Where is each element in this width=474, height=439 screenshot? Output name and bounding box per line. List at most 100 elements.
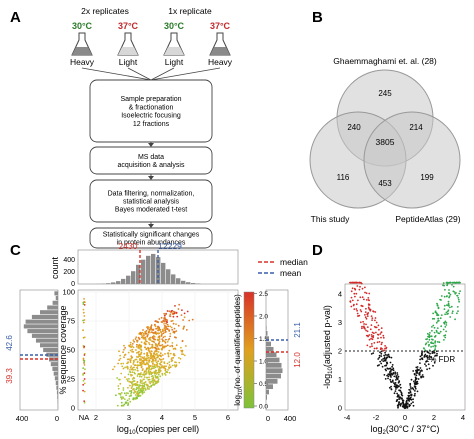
scatter-point xyxy=(164,335,166,338)
volcano-point xyxy=(367,297,370,299)
volcano-point xyxy=(376,341,379,344)
venn-count-top-only: 245 xyxy=(378,89,392,98)
scatter-point xyxy=(174,365,177,368)
volcano-point xyxy=(380,359,383,361)
scatter-point xyxy=(172,315,175,318)
volcano-point xyxy=(444,313,446,316)
volcano-point xyxy=(434,340,437,343)
scatter-point xyxy=(170,320,173,322)
volcano-point xyxy=(382,336,385,339)
volcano-point xyxy=(452,285,455,288)
volcano-point xyxy=(457,310,459,312)
scatter-point xyxy=(180,346,182,349)
scatter-point xyxy=(127,378,130,380)
volcano-point xyxy=(395,375,398,377)
scatter-point xyxy=(117,362,119,365)
scatter-point xyxy=(178,361,181,364)
volcano-point xyxy=(427,363,430,366)
scatter-point xyxy=(174,305,176,307)
scatter-point xyxy=(118,378,120,381)
left-histogram-bar xyxy=(54,291,58,296)
volcano-point xyxy=(383,356,386,359)
scatter-point xyxy=(151,375,154,377)
volcano-point xyxy=(368,299,370,302)
volcano-point xyxy=(432,342,435,345)
scatter-point xyxy=(156,366,159,368)
volcano-point xyxy=(353,303,355,306)
top-histogram-bar xyxy=(191,283,196,284)
volcano-point xyxy=(410,378,413,381)
scatter-point xyxy=(143,371,146,374)
scatter-point xyxy=(123,403,126,406)
volcano-point xyxy=(426,368,428,371)
volcano-xtick: -2 xyxy=(373,413,380,422)
scatter-point xyxy=(136,339,138,342)
volcano-point xyxy=(425,338,427,341)
volcano-point xyxy=(442,282,445,284)
scatter-point xyxy=(137,373,140,376)
scatter-point xyxy=(136,375,139,377)
volcano-point xyxy=(354,281,357,284)
scatter-point xyxy=(157,332,160,335)
scatter-point xyxy=(161,354,164,356)
scatter-ytick: 0 xyxy=(71,404,75,413)
top-histogram-bar xyxy=(146,255,151,284)
top-histogram-bar xyxy=(171,274,176,284)
volcano-point xyxy=(374,317,377,319)
left-histogram-bar xyxy=(56,390,58,395)
volcano-point xyxy=(361,296,364,299)
scatter-point xyxy=(143,363,145,365)
volcano-point xyxy=(436,313,438,315)
scatter-point xyxy=(144,342,147,345)
scatter-point xyxy=(116,404,119,407)
scatter-point xyxy=(155,327,158,330)
workflow-step-text: statistical analysis xyxy=(123,199,180,206)
volcano-point xyxy=(416,366,419,368)
scatter-point-na xyxy=(83,345,86,348)
volcano-point xyxy=(397,406,399,409)
scatter-point xyxy=(172,313,174,315)
volcano-point xyxy=(423,347,425,350)
scatter-point xyxy=(132,392,135,394)
top-histogram-bar xyxy=(176,278,181,284)
volcano-point xyxy=(458,300,460,303)
volcano-point xyxy=(443,321,446,324)
scatter-point xyxy=(139,390,142,392)
scatter-points xyxy=(82,298,194,407)
right-histogram-bar xyxy=(266,384,273,390)
volcano-point xyxy=(442,328,445,331)
scatter-point xyxy=(167,355,170,358)
scatter-point xyxy=(157,336,160,339)
scatter-point xyxy=(134,383,137,385)
volcano-point xyxy=(370,343,373,345)
scatter-point xyxy=(144,338,147,340)
colorbar-label-pre: log xyxy=(233,395,242,406)
volcano-point xyxy=(393,375,396,378)
scatter-point xyxy=(148,388,151,390)
volcano-frame xyxy=(344,283,466,411)
left-histogram-bar xyxy=(31,333,58,338)
scatter-point xyxy=(144,373,147,376)
volcano-point xyxy=(370,324,373,326)
scatter-point xyxy=(130,386,133,389)
scatter-point xyxy=(175,323,177,325)
volcano-point xyxy=(390,381,393,383)
volcano-point xyxy=(402,405,404,408)
volcano-point xyxy=(359,296,362,299)
scatter-point xyxy=(138,386,140,388)
volcano-point xyxy=(415,378,417,381)
scatter-point xyxy=(129,343,132,346)
scatter-point xyxy=(123,348,125,351)
scatter-point xyxy=(141,392,144,395)
volcano-point xyxy=(358,281,361,284)
top-histogram-ytick-200: 200 xyxy=(63,269,75,276)
colorbar-tick-label: 2.0 xyxy=(259,314,268,321)
volcano-point xyxy=(436,320,439,322)
scatter-point xyxy=(140,345,142,348)
volcano-point xyxy=(398,401,400,403)
volcano-point xyxy=(401,394,404,397)
flask-isotope-label: Heavy xyxy=(208,57,233,67)
volcano-point xyxy=(350,290,353,293)
scatter-point xyxy=(155,333,158,335)
